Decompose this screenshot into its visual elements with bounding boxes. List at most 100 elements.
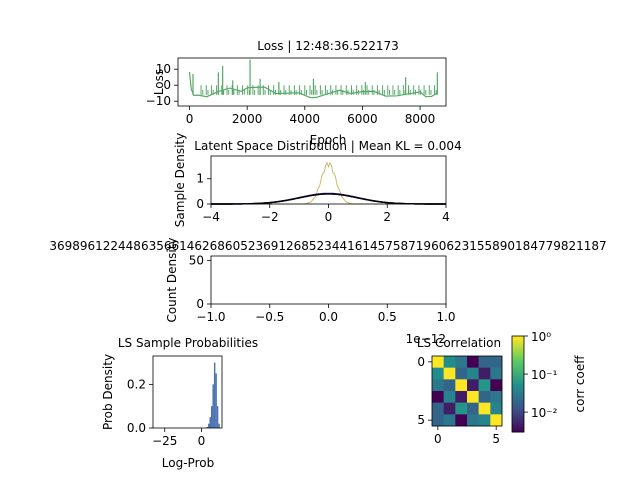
heatmap-cell	[467, 356, 479, 368]
heatmap-cell	[490, 414, 503, 427]
colorbar-segment	[512, 398, 524, 401]
colorbar-segment	[512, 408, 524, 411]
y-tick-label: 50	[189, 253, 204, 267]
heatmap-cell	[432, 356, 444, 368]
x-tick-label: 4	[442, 210, 450, 224]
colorbar-segment	[512, 428, 524, 431]
colorbar-segment	[512, 404, 524, 407]
heatmap-cell	[443, 391, 456, 403]
latent-ylabel: Sample Density	[173, 133, 187, 227]
heatmap-cell	[432, 391, 444, 403]
colorbar-segment	[512, 358, 524, 361]
sample-prob-ylabel: Prob Density	[101, 354, 115, 430]
counts-title: 3698961224486356614626860523691268523441…	[49, 239, 606, 253]
x-tick-label: 5	[492, 432, 500, 446]
colorbar-segment	[512, 418, 524, 421]
latent-series-line	[211, 193, 446, 205]
y-tick-label: 5	[417, 413, 425, 427]
colorbar-segment	[512, 354, 524, 357]
heatmap-cell	[467, 379, 479, 392]
colorbar-frame	[511, 335, 525, 433]
colorbar-segment	[512, 402, 524, 405]
axes-frame	[152, 355, 223, 429]
sample-prob-bar	[210, 406, 213, 428]
colorbar-segment	[512, 416, 524, 419]
heatmap-cell	[490, 391, 503, 403]
colorbar-segment	[512, 338, 524, 341]
x-tick-label: −0.5	[255, 310, 284, 324]
y-tick-label: 0	[196, 297, 204, 311]
colorbar-segment	[512, 366, 524, 369]
colorbar-tick-label: 10⁻¹	[531, 368, 558, 382]
heatmap-cell	[478, 356, 491, 368]
colorbar-segment	[512, 386, 524, 389]
x-tick-label: 0.0	[319, 310, 338, 324]
colorbar-segment	[512, 400, 524, 403]
colorbar-label: corr coeff	[573, 355, 587, 413]
axes-frame	[210, 155, 447, 205]
y-tick-label: 0.2	[127, 377, 146, 391]
colorbar-segment	[512, 364, 524, 367]
colorbar-segment	[512, 422, 524, 425]
sample-prob-bar	[213, 362, 216, 428]
heatmap-cell	[478, 367, 491, 380]
axes-frame	[177, 57, 447, 107]
heatmap-cell	[490, 356, 503, 368]
x-tick-label: 0	[186, 112, 194, 126]
heatmap-cell	[443, 367, 456, 380]
heatmap-cell	[443, 414, 456, 427]
colorbar-segment	[512, 410, 524, 413]
y-tick-label: 0	[196, 197, 204, 211]
heatmap-cell	[443, 379, 456, 392]
heatmap-cell	[490, 367, 503, 380]
heatmap-cell	[455, 391, 468, 403]
sample-prob-bar	[215, 373, 217, 428]
heatmap-cell	[467, 391, 479, 403]
x-tick-label: 4000	[290, 112, 321, 126]
heatmap-cell	[455, 402, 468, 415]
sample-prob-xlabel: Log-Prob	[162, 456, 214, 470]
colorbar-segment	[512, 414, 524, 417]
y-tick-label: 0.0	[127, 421, 146, 435]
colorbar-segment	[512, 384, 524, 387]
heatmap-cell	[467, 367, 479, 380]
x-tick-label: −25	[152, 434, 177, 448]
axes-frame	[210, 255, 447, 305]
heatmap-cell	[467, 402, 479, 415]
sample-prob-title: LS Sample Probabilities	[118, 336, 258, 350]
heatmap-cell	[443, 402, 456, 415]
loss-title: Loss | 12:48:36.522173	[257, 39, 399, 53]
sample-prob-bar	[218, 423, 220, 428]
colorbar-segment	[512, 420, 524, 423]
x-tick-label: 1.0	[436, 310, 455, 324]
x-tick-label: −4	[202, 210, 220, 224]
colorbar-tick-label: 10⁰	[531, 330, 551, 344]
latent-series-line	[211, 192, 446, 205]
heatmap-cell	[490, 379, 503, 392]
colorbar-segment	[512, 356, 524, 359]
colorbar-segment	[512, 360, 524, 363]
x-tick-label: −2	[261, 210, 279, 224]
x-tick-label: 0	[198, 434, 206, 448]
colorbar-segment	[512, 412, 524, 415]
heatmap-cell	[455, 367, 468, 380]
axes-frame	[431, 355, 503, 427]
colorbar-segment	[512, 406, 524, 409]
counts-offset-label: 1e−12	[406, 332, 446, 346]
colorbar-segment	[512, 430, 524, 433]
y-tick-label: 0	[417, 355, 425, 369]
x-tick-label: 2	[383, 210, 391, 224]
colorbar-segment	[512, 382, 524, 385]
heatmap-cell	[478, 402, 491, 415]
heatmap-cell	[467, 414, 479, 427]
x-tick-label: 8000	[405, 112, 436, 126]
x-tick-label: 0.5	[378, 310, 397, 324]
sample-prob-bar	[206, 426, 209, 428]
heatmap-cell	[455, 379, 468, 392]
colorbar-segment	[512, 352, 524, 355]
sample-prob-bar	[208, 423, 210, 428]
heatmap-cell	[432, 367, 444, 380]
colorbar-segment	[512, 372, 524, 375]
colorbar-segment	[512, 424, 524, 427]
